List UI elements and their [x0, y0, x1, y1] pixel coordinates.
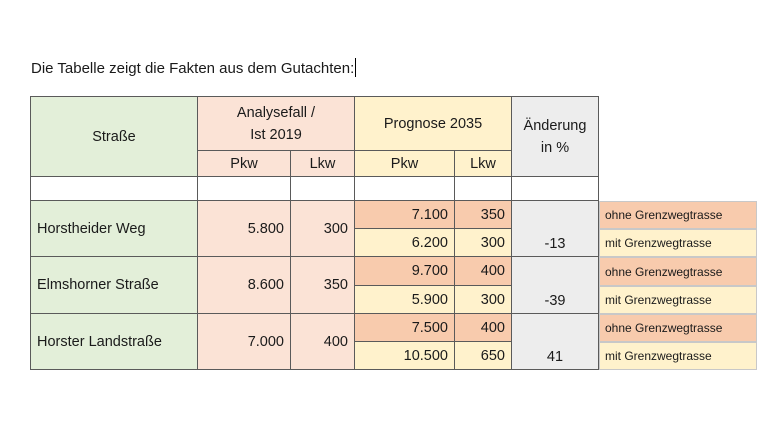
street-cell: Horster Landstraße — [30, 313, 198, 370]
spacer-cell — [30, 176, 198, 201]
spacer-cell — [197, 176, 291, 201]
change-cell: -13 — [511, 200, 599, 257]
forecast-mit-pkw-cell: 5.900 — [354, 285, 455, 314]
spacer-cell — [454, 176, 512, 201]
header-change-line2: in % — [540, 139, 570, 156]
forecast-mit-lkw-cell: 650 — [454, 341, 512, 370]
header-street: Straße — [30, 96, 198, 177]
forecast-ohne-lkw-cell: 400 — [454, 313, 512, 342]
change-cell: -39 — [511, 256, 599, 314]
header-ist-lkw: Lkw — [290, 150, 355, 177]
change-cell: 41 — [511, 313, 599, 370]
text-cursor — [355, 58, 357, 77]
forecast-ohne-pkw-cell: 7.100 — [354, 200, 455, 229]
ist-lkw-cell: 350 — [290, 256, 355, 314]
forecast-ohne-lkw-cell: 400 — [454, 256, 512, 286]
ist-pkw-cell: 8.600 — [197, 256, 291, 314]
header-change-line1: Änderung — [523, 117, 587, 134]
note-mit-grenzwegtrasse: mit Grenzwegtrasse — [599, 342, 757, 370]
spacer-cell — [511, 176, 599, 201]
header-analysis-line2: Ist 2019 — [250, 126, 302, 143]
forecast-mit-lkw-cell: 300 — [454, 228, 512, 257]
forecast-ohne-pkw-cell: 9.700 — [354, 256, 455, 286]
intro-text: Die Tabelle zeigt die Fakten aus dem Gut… — [31, 58, 357, 79]
forecast-mit-pkw-cell: 6.200 — [354, 228, 455, 257]
forecast-mit-pkw-cell: 10.500 — [354, 341, 455, 370]
note-ohne-grenzwegtrasse: ohne Grenzwegtrasse — [599, 201, 757, 229]
note-ohne-grenzwegtrasse: ohne Grenzwegtrasse — [599, 314, 757, 342]
ist-pkw-cell: 7.000 — [197, 313, 291, 370]
spacer-cell — [354, 176, 455, 201]
note-mit-grenzwegtrasse: mit Grenzwegtrasse — [599, 286, 757, 314]
spacer-cell — [290, 176, 355, 201]
header-ist-pkw: Pkw — [197, 150, 291, 177]
header-analysis-line1: Analysefall / — [236, 104, 316, 121]
header-analysis: Analysefall / Ist 2019 — [197, 96, 355, 151]
note-ohne-grenzwegtrasse: ohne Grenzwegtrasse — [599, 257, 757, 286]
forecast-ohne-pkw-cell: 7.500 — [354, 313, 455, 342]
ist-pkw-cell: 5.800 — [197, 200, 291, 257]
intro-label: Die Tabelle zeigt die Fakten aus dem Gut… — [31, 60, 355, 77]
header-forecast-pkw: Pkw — [354, 150, 455, 177]
street-cell: Elmshorner Straße — [30, 256, 198, 314]
header-forecast: Prognose 2035 — [354, 96, 512, 151]
forecast-ohne-lkw-cell: 350 — [454, 200, 512, 229]
header-change: Änderung in % — [511, 96, 599, 177]
street-cell: Horstheider Weg — [30, 200, 198, 257]
ist-lkw-cell: 300 — [290, 200, 355, 257]
ist-lkw-cell: 400 — [290, 313, 355, 370]
header-forecast-lkw: Lkw — [454, 150, 512, 177]
forecast-mit-lkw-cell: 300 — [454, 285, 512, 314]
note-mit-grenzwegtrasse: mit Grenzwegtrasse — [599, 229, 757, 257]
